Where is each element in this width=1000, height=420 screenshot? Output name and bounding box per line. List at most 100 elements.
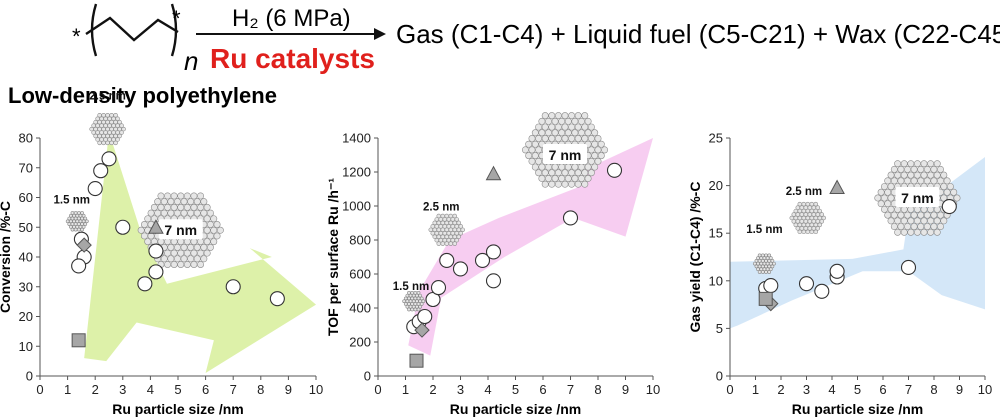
data-point-circle [606,162,623,178]
x-tick-label: 6 [202,382,209,397]
data-point-circle [485,244,502,260]
ru-atom [213,232,221,240]
particle-size-annotation: 1.5 nm [393,281,429,293]
ru-atom [591,129,599,137]
ru-atom [907,171,915,179]
ru-atom [164,192,172,200]
x-tick-label: 5 [512,382,519,397]
x-tick-label: 3 [457,382,464,397]
ru-atom [193,209,201,217]
data-point-circle [941,198,957,215]
ru-atom [157,238,165,246]
ru-atom [933,160,941,168]
ru-atom [177,203,185,211]
y-tick-label: 20 [709,178,723,193]
ru-atom [528,135,536,142]
ru-atom [416,307,421,312]
ru-atom [953,194,961,202]
ru-atom [597,152,605,160]
x-tick-label: 4 [484,382,491,397]
data-point-circle [900,259,917,276]
ru-atom [601,146,609,154]
data-point-square [71,333,86,348]
ru-atom [203,203,211,211]
ru-atom [940,183,948,191]
data-point-circle [763,278,779,294]
ru-atom [568,180,576,188]
ru-atom [81,225,86,229]
trend-band [84,132,316,374]
ru-atom [890,165,898,173]
ru-atom [525,140,533,148]
ru-atom [927,217,935,225]
ru-atom [200,198,208,206]
reaction-arrow-head-icon [374,28,386,40]
data-point-circle [87,181,103,197]
ru-atom [545,129,552,137]
ru-atom [933,228,941,236]
ru-atom [897,223,905,231]
ru-atom [587,135,595,142]
ru-atom [83,216,88,221]
ru-atom [894,205,902,213]
ru-atom [535,146,543,154]
ru-atom [200,255,208,263]
y-tick-label: 70 [19,160,33,175]
particle-size-annotation: 7 nm [901,190,934,206]
ru-atom [183,261,191,268]
ru-atom [197,238,205,246]
ru-atom [910,211,918,219]
ru-atom [458,231,463,236]
ru-atom [564,163,572,171]
y-tick-label: 20 [19,309,33,324]
ru-atom [890,177,898,185]
ru-atom [772,261,776,266]
reaction-scheme: * * n H₂ (6 MPa) Ru catalysts Gas (C1-C4… [8,3,1000,108]
ru-atom [884,211,892,219]
ru-atom [458,224,463,229]
ru-atom [561,135,569,142]
ru-atom [137,226,145,234]
ru-atom [548,135,556,142]
ru-atom [937,177,944,185]
ru-atom [183,249,191,257]
ru-atom [917,211,925,219]
ru-atom [877,200,885,208]
ru-atom [819,219,824,224]
ru-atom [538,175,546,182]
ru-atom [591,152,599,160]
y-axis-label: Conversion /%-C [0,201,13,313]
ru-atom [452,213,457,219]
ru-atom [456,234,461,239]
ru-atom [890,211,898,219]
ru-atom [115,137,120,142]
ru-atom [164,238,172,246]
x-tick-label: 7 [567,382,574,397]
ru-atom [541,169,549,177]
x-tick-label: 2 [777,382,784,397]
particle-size-annotation: 7 nm [549,147,582,163]
ru-atom [884,188,892,196]
y-tick-label: 400 [349,301,371,316]
ru-atom [910,165,918,173]
ru-atom [197,261,205,268]
x-axis-label: Ru particle size /nm [450,401,581,417]
ru-atom [454,237,459,243]
ru-atom [418,304,422,309]
ru-atom [531,163,539,171]
ru-atom [541,135,549,142]
ru-atom [874,194,882,202]
ru-atom [927,205,935,213]
ru-atom [183,238,191,246]
y-tick-label: 10 [19,339,33,354]
ru-atom [587,146,595,154]
ru-atom [591,163,599,171]
ru-atom [200,209,208,217]
ru-atom [561,112,569,120]
ru-atom [940,217,948,225]
ru-atom [910,177,918,185]
ru-atom [770,264,775,269]
particle-size-annotation: 2.5 nm [89,90,125,102]
ru-atom [920,171,928,179]
x-tick-label: 8 [257,382,264,397]
